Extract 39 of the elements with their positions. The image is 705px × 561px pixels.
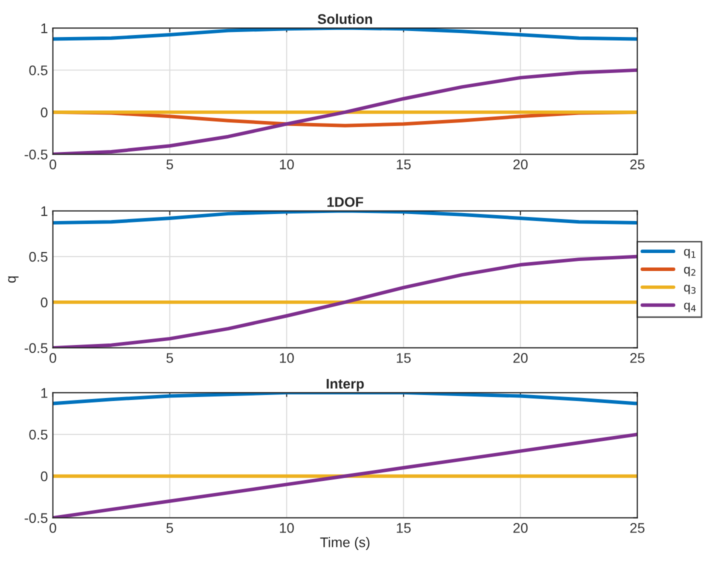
legend-label: q$_{4}$ [684, 302, 696, 312]
chart-title: Interp [326, 378, 364, 392]
x-tick-label: 20 [513, 523, 528, 533]
y-axis-title: q [8, 276, 19, 283]
x-tick-label: 25 [630, 523, 644, 533]
y-tick-label: 0 [40, 471, 48, 482]
y-tick-label: -0.5 [24, 343, 48, 353]
x-tick-label: 15 [396, 523, 411, 533]
legend-label: q$_{3}$ [684, 284, 696, 294]
x-tick-label: 15 [396, 353, 411, 363]
x-tick-label: 10 [280, 160, 294, 170]
x-tick-label: 20 [513, 160, 528, 170]
chart-title: 1DOF [327, 197, 364, 207]
y-tick-label: 0.5 [29, 430, 48, 440]
x-tick-label: 5 [166, 523, 174, 533]
legend-label: q$_{2}$ [684, 266, 696, 276]
x-tick-label: 20 [513, 353, 528, 363]
x-tick-label: 25 [630, 160, 644, 170]
y-tick-label: 0 [40, 298, 48, 308]
legend-label: q$_{1}$ [684, 248, 696, 258]
y-tick-label: 0.5 [29, 65, 48, 76]
x-tick-label: 25 [630, 353, 644, 363]
y-tick-label: 1 [41, 24, 48, 34]
x-tick-label: 5 [166, 160, 174, 170]
y-tick-label: 1 [41, 388, 48, 398]
x-tick-label: 10 [280, 353, 294, 363]
y-tick-label: -0.5 [24, 513, 48, 523]
x-tick-label: 10 [280, 523, 294, 533]
y-tick-label: 0 [40, 108, 48, 118]
chart-title: Solution [318, 14, 372, 24]
x-tick-label: 15 [396, 160, 411, 170]
y-tick-label: 0.5 [29, 252, 48, 262]
x-tick-label: 0 [50, 523, 56, 533]
y-tick-label: -0.5 [24, 150, 48, 160]
x-tick-label: 0 [50, 160, 56, 170]
x-axis-title: Time (s) [320, 537, 370, 550]
y-tick-label: 1 [41, 206, 48, 216]
x-tick-label: 5 [166, 353, 174, 363]
x-tick-label: 0 [50, 353, 56, 363]
